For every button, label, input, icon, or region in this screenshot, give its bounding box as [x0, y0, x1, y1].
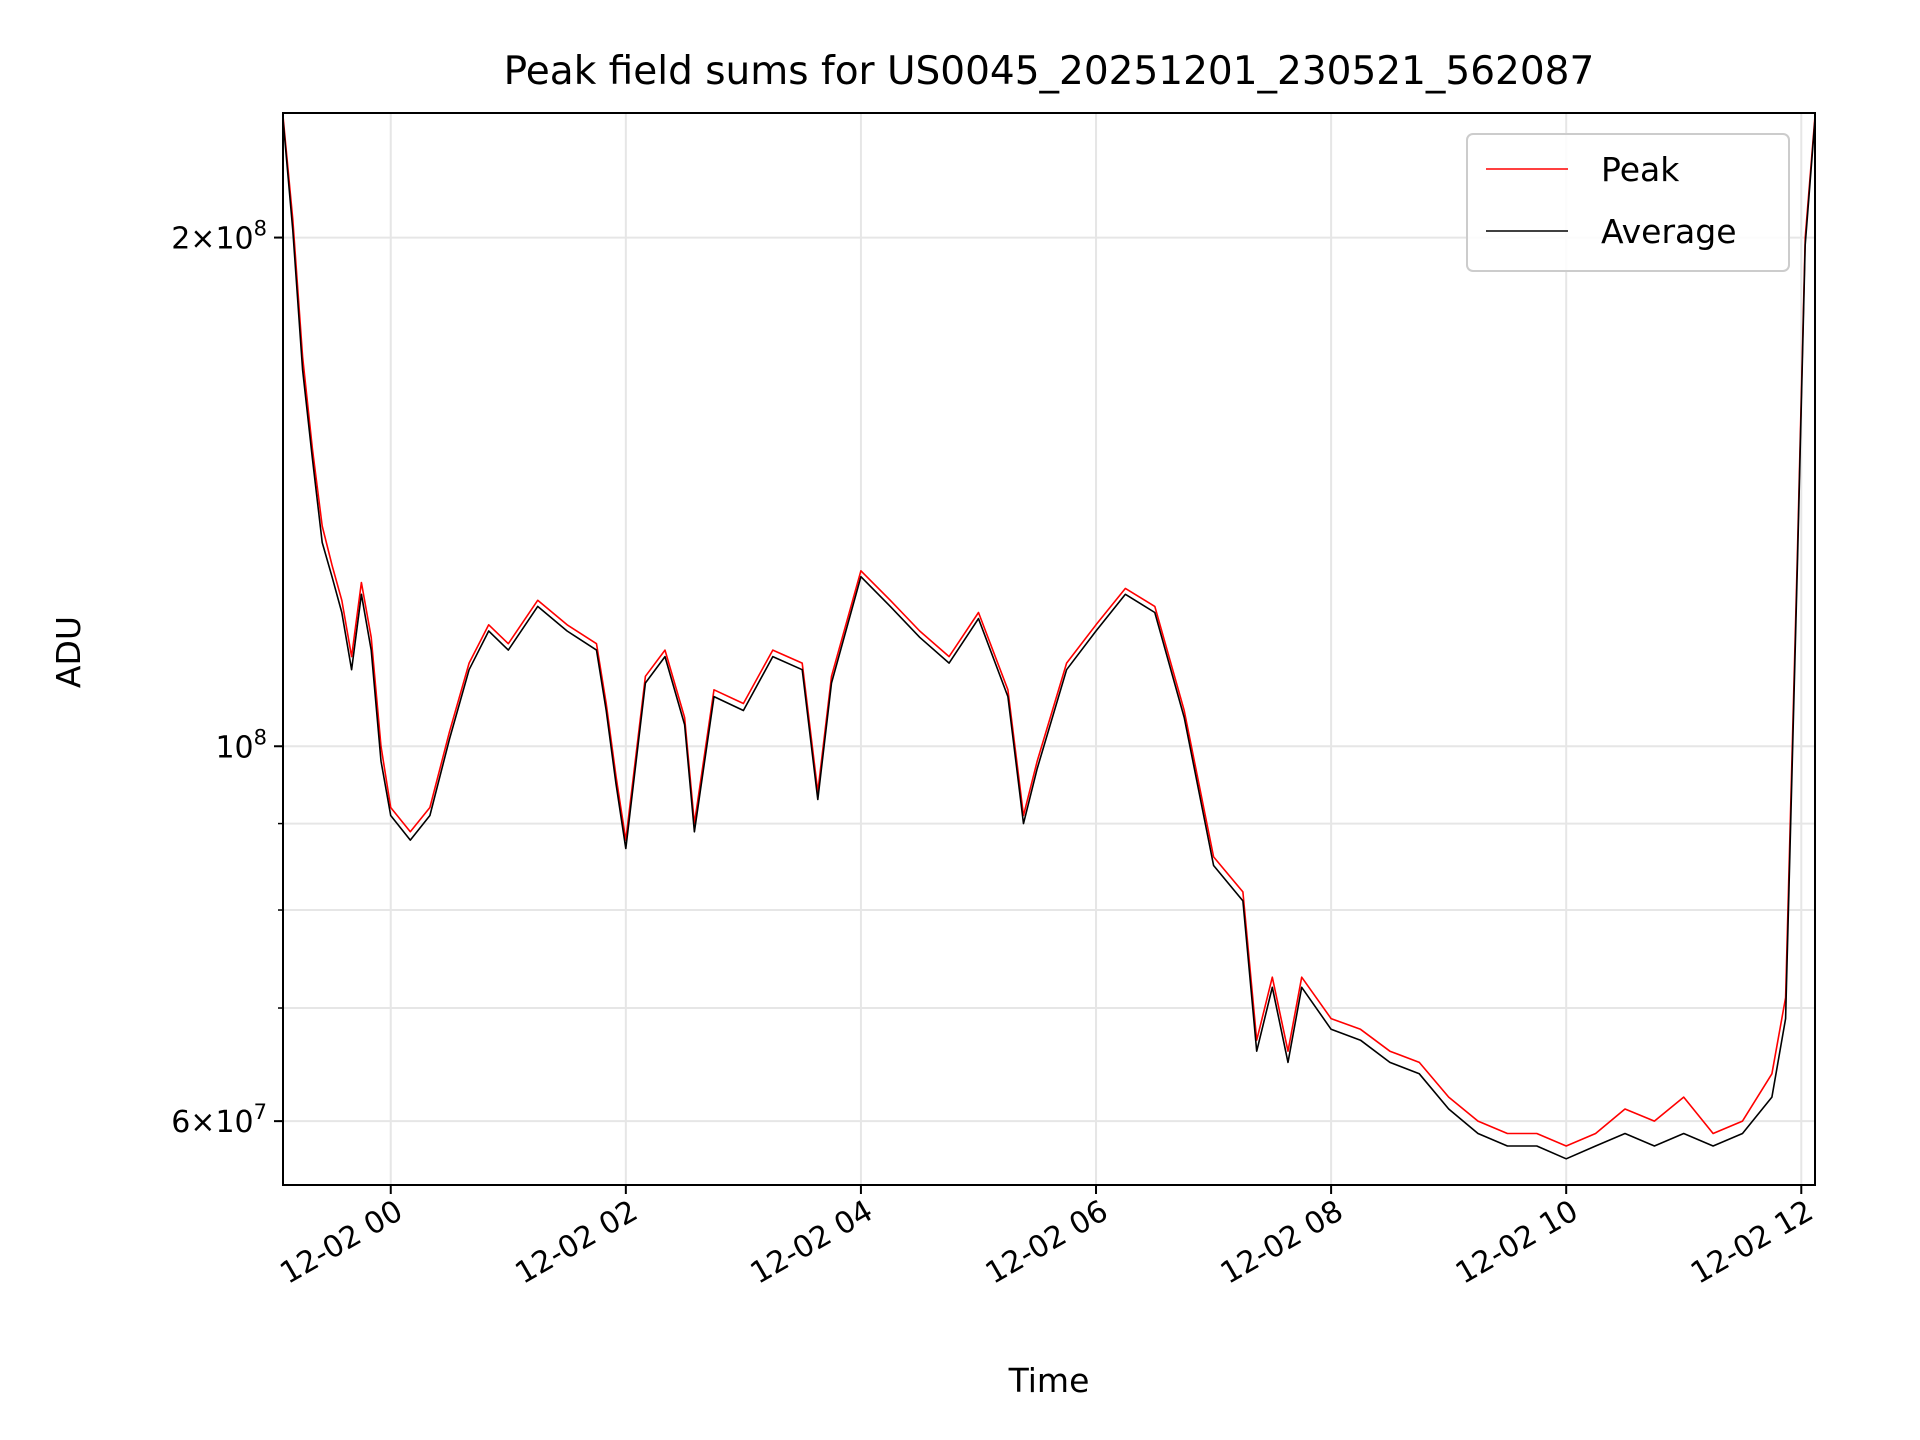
plot-frame — [282, 112, 1816, 1186]
y-gridlines — [283, 236, 1815, 1123]
legend: Peak Average — [1466, 133, 1790, 272]
legend-peak-label: Peak — [1601, 150, 1680, 189]
y-tick-label: 2×108 — [171, 217, 267, 257]
chart-title: Peak field sums for US0045_20251201_2305… — [504, 49, 1595, 94]
x-axis-label: Time — [1008, 1361, 1090, 1400]
x-tick-label: 12-02 06 — [980, 1194, 1114, 1292]
series-line-peak — [282, 116, 1816, 1147]
legend-average-label: Average — [1601, 212, 1737, 251]
x-tick-label: 12-02 10 — [1450, 1194, 1584, 1292]
x-tick-label: 12-02 08 — [1215, 1194, 1349, 1292]
y-tick-label: 6×107 — [171, 1100, 267, 1140]
x-tick-label: 12-02 12 — [1685, 1194, 1819, 1292]
x-gridlines — [389, 113, 1803, 1185]
series-line-average — [282, 119, 1816, 1160]
x-tick-label: 12-02 04 — [745, 1194, 879, 1292]
y-tick-label: 108 — [215, 725, 267, 765]
x-tick-label: 12-02 00 — [274, 1194, 408, 1292]
x-axis-ticks: 12-02 00 12-02 02 12-02 04 12-02 06 12-02 08… — [274, 1185, 1819, 1291]
series-layer — [282, 116, 1816, 1160]
x-tick-label: 12-02 02 — [510, 1194, 644, 1292]
y-axis-ticks: 6×107 108 2×108 — [171, 217, 283, 1140]
y-axis-label: ADU — [49, 616, 88, 688]
